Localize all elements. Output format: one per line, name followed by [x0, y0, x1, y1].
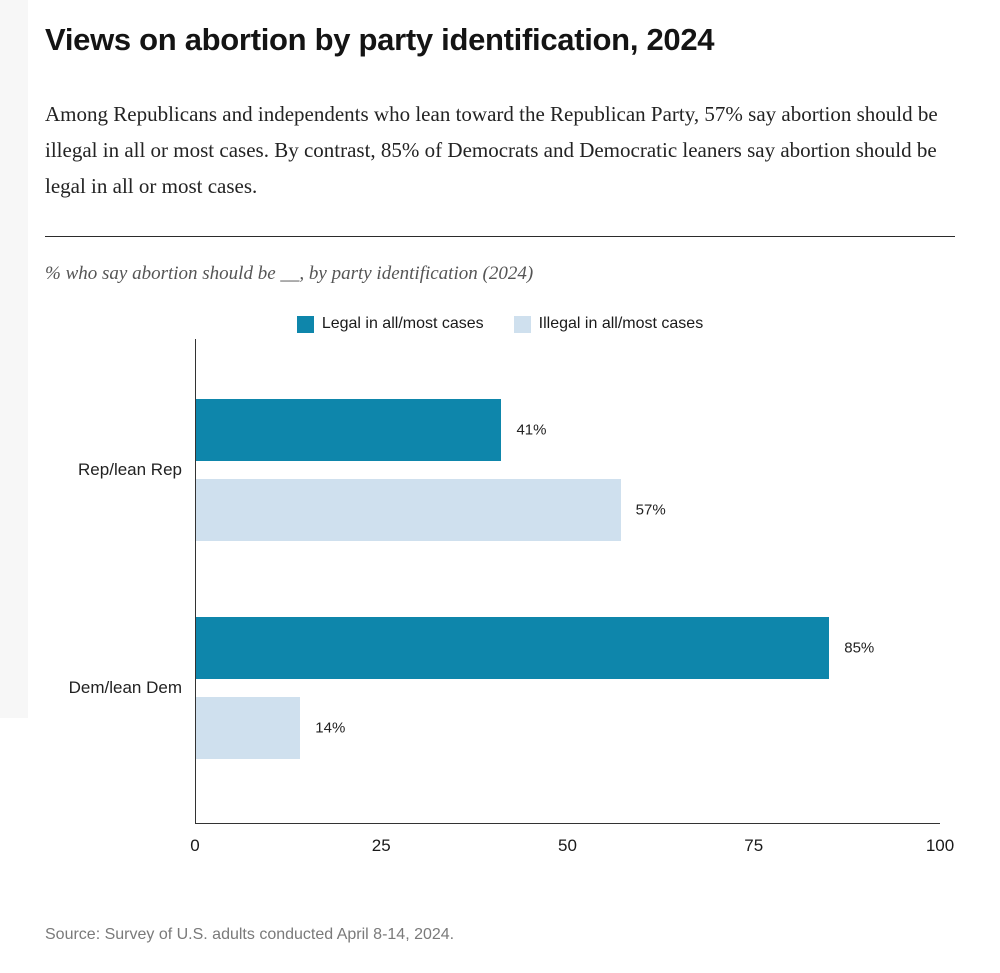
- legend-label-legal: Legal in all/most cases: [321, 315, 484, 332]
- x-tick-label: 25: [371, 836, 391, 855]
- legend-swatch-illegal-icon: [513, 315, 531, 333]
- value-label: 41%: [516, 421, 547, 439]
- chart-legend: Legal in all/most cases Illegal in all/m…: [45, 315, 955, 333]
- value-label: 57%: [635, 501, 666, 519]
- value-label: 14%: [315, 719, 346, 737]
- x-tick-label: 50: [558, 836, 577, 855]
- summary-text: Among Republicans and independents who l…: [45, 102, 938, 198]
- report-card: Views on abortion by party identificatio…: [45, 22, 955, 943]
- legend-item-illegal: Illegal in all/most cases: [513, 315, 704, 333]
- chart-caption: % who say abortion should be __, by part…: [45, 263, 534, 284]
- page-title: Views on abortion by party identificatio…: [45, 22, 715, 57]
- category-label-dem-lean-dem: Dem/lean Dem: [68, 678, 182, 697]
- bar-dem-lean-dem-legal: [196, 617, 830, 679]
- bar-rep-lean-rep-illegal: [196, 479, 621, 541]
- source-note: Source: Survey of U.S. adults conducted …: [45, 926, 455, 943]
- plot-area: Rep/lean Rep 41% 57% Dem/lean Dem 85% 14%: [69, 339, 940, 824]
- x-tick-label: 0: [190, 836, 200, 855]
- legend-item-legal: Legal in all/most cases: [296, 315, 484, 333]
- legend-label-illegal: Illegal in all/most cases: [538, 315, 704, 332]
- bar-dem-lean-dem-illegal: [196, 697, 301, 759]
- page-left-gutter: [0, 0, 28, 718]
- bar-rep-lean-rep-legal: [196, 399, 502, 461]
- category-label-rep-lean-rep: Rep/lean Rep: [78, 460, 182, 479]
- x-tick-label: 100: [925, 836, 955, 855]
- x-tick-label: 75: [744, 836, 764, 855]
- value-label: 85%: [844, 639, 875, 657]
- divider: [45, 236, 955, 237]
- x-axis: 0 25 50 75 100: [190, 824, 954, 866]
- legend-swatch-legal-icon: [296, 315, 314, 333]
- bar-chart: Rep/lean Rep 41% 57% Dem/lean Dem 85% 14% 0 25…: [69, 339, 954, 866]
